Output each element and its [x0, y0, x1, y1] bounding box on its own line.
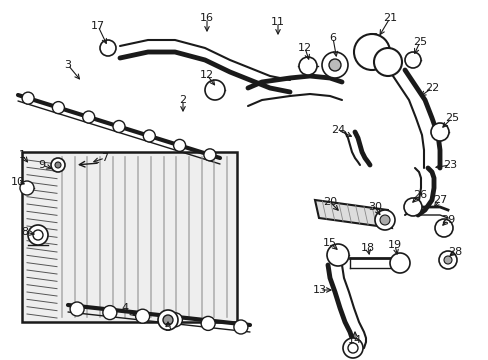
- Circle shape: [55, 162, 61, 168]
- Circle shape: [204, 80, 224, 100]
- Circle shape: [203, 149, 216, 161]
- Text: 15: 15: [323, 238, 336, 248]
- Text: 2: 2: [179, 95, 186, 105]
- Circle shape: [22, 92, 34, 104]
- Text: 16: 16: [200, 13, 214, 23]
- Circle shape: [374, 210, 394, 230]
- Circle shape: [70, 302, 84, 316]
- Text: 25: 25: [412, 37, 426, 47]
- Circle shape: [434, 219, 452, 237]
- Text: 8: 8: [21, 227, 28, 237]
- Circle shape: [373, 48, 401, 76]
- Text: 6: 6: [329, 33, 336, 43]
- Circle shape: [28, 225, 48, 245]
- Circle shape: [326, 244, 348, 266]
- Text: 24: 24: [330, 125, 345, 135]
- Text: 12: 12: [200, 70, 214, 80]
- Text: 20: 20: [322, 197, 336, 207]
- Circle shape: [438, 251, 456, 269]
- Circle shape: [51, 158, 65, 172]
- Circle shape: [389, 253, 409, 273]
- Circle shape: [82, 111, 95, 123]
- Circle shape: [443, 256, 451, 264]
- Circle shape: [403, 198, 421, 216]
- Circle shape: [342, 338, 362, 358]
- Circle shape: [163, 315, 173, 325]
- Circle shape: [328, 59, 340, 71]
- Text: 4: 4: [121, 303, 128, 313]
- Bar: [22, 152, 237, 322]
- Text: 19: 19: [387, 240, 401, 250]
- Text: 29: 29: [440, 215, 454, 225]
- Text: 23: 23: [442, 160, 456, 170]
- Text: 28: 28: [447, 247, 461, 257]
- Circle shape: [135, 309, 149, 323]
- Text: 27: 27: [432, 195, 446, 205]
- Circle shape: [20, 181, 34, 195]
- Circle shape: [143, 130, 155, 142]
- Text: 30: 30: [367, 202, 381, 212]
- Text: 1: 1: [19, 150, 25, 160]
- Polygon shape: [314, 200, 391, 228]
- Text: 13: 13: [312, 285, 326, 295]
- Circle shape: [100, 40, 116, 56]
- Circle shape: [347, 343, 357, 353]
- Circle shape: [33, 230, 43, 240]
- Text: 17: 17: [91, 21, 105, 31]
- Text: 25: 25: [444, 113, 458, 123]
- Circle shape: [102, 306, 117, 320]
- Circle shape: [404, 52, 420, 68]
- Text: 5: 5: [164, 323, 171, 333]
- Text: 18: 18: [360, 243, 374, 253]
- Text: 7: 7: [101, 153, 108, 163]
- Text: 21: 21: [382, 13, 396, 23]
- Circle shape: [201, 316, 215, 330]
- Text: 9: 9: [39, 160, 45, 170]
- Circle shape: [158, 310, 178, 330]
- Text: 10: 10: [11, 177, 25, 187]
- Circle shape: [298, 57, 316, 75]
- Text: 3: 3: [64, 60, 71, 70]
- Text: 11: 11: [270, 17, 285, 27]
- Circle shape: [353, 34, 389, 70]
- Circle shape: [379, 215, 389, 225]
- Circle shape: [173, 139, 185, 152]
- Text: 14: 14: [347, 335, 361, 345]
- Circle shape: [430, 123, 448, 141]
- Text: 12: 12: [297, 43, 311, 53]
- Circle shape: [233, 320, 247, 334]
- Text: 26: 26: [412, 190, 426, 200]
- Circle shape: [113, 121, 125, 132]
- Circle shape: [52, 102, 64, 114]
- Circle shape: [168, 313, 182, 327]
- Text: 22: 22: [424, 83, 438, 93]
- Circle shape: [321, 52, 347, 78]
